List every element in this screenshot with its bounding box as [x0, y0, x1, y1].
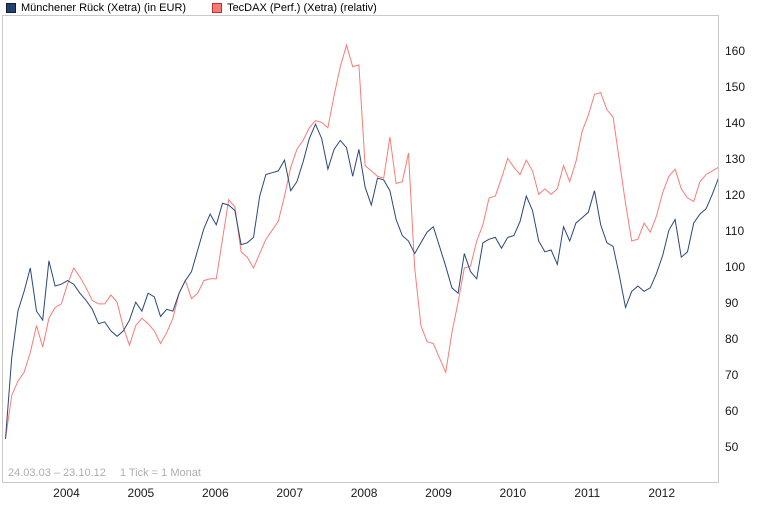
series-line-muenchener-rueck [5, 122, 718, 439]
y-tick-label: 60 [725, 403, 739, 418]
x-tick-label: 2004 [53, 486, 80, 500]
legend-item-muenchener-rueck: Münchener Rück (Xetra) (in EUR) [6, 2, 186, 14]
y-tick-label: 150 [725, 80, 746, 95]
x-tick-label: 2012 [648, 486, 676, 500]
y-tick-label: 100 [725, 260, 746, 274]
series-plot [5, 43, 718, 439]
x-tick-label: 2008 [350, 486, 378, 500]
y-tick-label: 120 [725, 188, 746, 203]
plot-area: 24.03.03 – 23.10.12 1 Tick = 1 Monat [2, 15, 719, 483]
series-line-tecdax [5, 43, 718, 439]
date-range-label: 24.03.03 – 23.10.12 [8, 467, 106, 479]
legend-swatch-blue-icon [6, 3, 16, 13]
x-tick-label: 2009 [425, 486, 452, 500]
legend-label-muenchener-rueck: Münchener Rück (Xetra) (in EUR) [21, 2, 187, 14]
y-tick-label: 140 [725, 116, 746, 131]
x-tick-label: 2005 [127, 486, 155, 500]
tick-info-label: 1 Tick = 1 Monat [119, 467, 201, 479]
legend-swatch-red-icon [212, 3, 223, 13]
legend-item-tecdax: TecDAX (Perf.) (Xetra) (relativ) [212, 2, 377, 14]
x-tick-label: 2010 [499, 486, 527, 500]
y-tick-label: 80 [725, 331, 739, 346]
x-tick-label: 2007 [276, 486, 304, 500]
y-tick-label: 160 [725, 44, 746, 59]
x-tick-label: 2006 [201, 486, 229, 500]
y-tick-label: 130 [725, 152, 746, 167]
chart-footer: 24.03.03 – 23.10.12 1 Tick = 1 Monat [8, 467, 215, 479]
legend-label-tecdax: TecDAX (Perf.) (Xetra) (relativ) [227, 2, 377, 14]
y-tick-label: 110 [725, 224, 745, 239]
chart-legend: Münchener Rück (Xetra) (in EUR) TecDAX (… [6, 2, 377, 14]
y-tick-label: 90 [725, 295, 739, 310]
y-tick-label: 50 [725, 439, 739, 454]
y-tick-label: 70 [725, 367, 739, 382]
x-tick-label: 2011 [574, 486, 601, 500]
